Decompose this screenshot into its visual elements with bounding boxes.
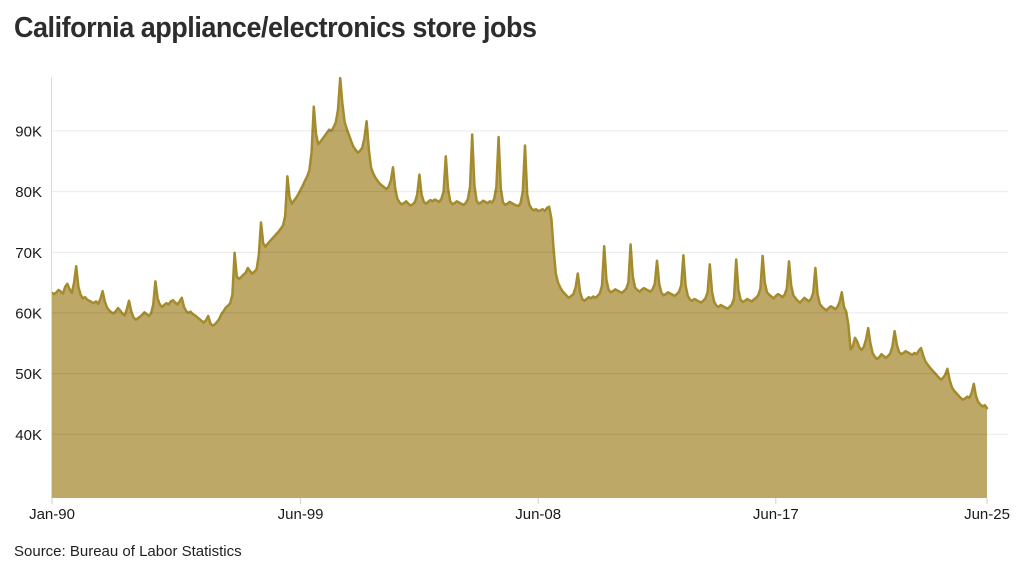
y-tick-label: 50K — [15, 366, 42, 383]
y-tick-label: 40K — [15, 427, 42, 444]
y-tick-label: 90K — [15, 123, 42, 140]
y-tick-label: 70K — [15, 245, 42, 262]
x-tick-label: Jan-90 — [29, 506, 75, 523]
page-title: California appliance/electronics store j… — [14, 12, 537, 44]
area-fill — [52, 78, 987, 498]
x-tick-label: Jun-99 — [278, 506, 324, 523]
source-attribution: Source: Bureau of Labor Statistics — [14, 543, 242, 560]
trend-line — [50, 76, 989, 410]
y-tick-label: 60K — [15, 305, 42, 322]
x-tick-label: Jun-17 — [753, 506, 799, 523]
x-tick-label: Jun-25 — [964, 506, 1010, 523]
x-tick-label: Jun-08 — [515, 506, 561, 523]
y-tick-label: 80K — [15, 184, 42, 201]
